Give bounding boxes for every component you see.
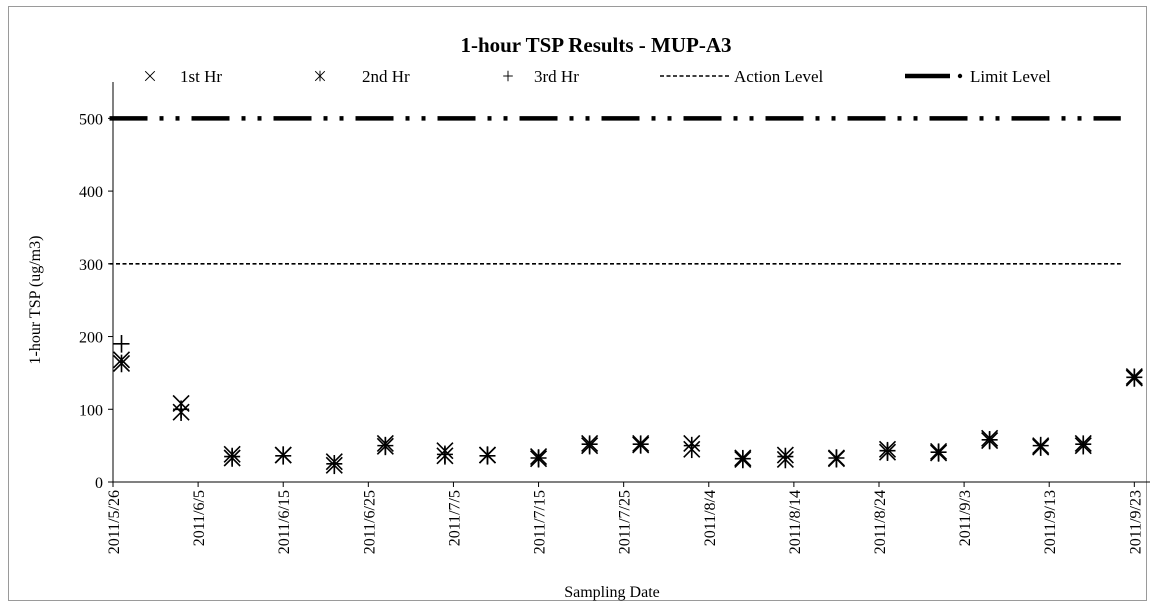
legend-label-limit-level: Limit Level — [970, 67, 1051, 86]
point-3rd-hr — [113, 335, 130, 353]
x-tick-label: 2011/7/15 — [532, 490, 549, 554]
legend-marker-3rd-hr — [503, 70, 513, 82]
x-tick-label: 2011/5/26 — [106, 490, 123, 554]
x-tick-label: 2011/6/25 — [361, 490, 378, 554]
point-3rd-hr — [734, 449, 751, 468]
data-points — [112, 335, 1143, 475]
y-tick-label: 100 — [79, 402, 103, 419]
point-3rd-hr — [1126, 368, 1143, 387]
x-tick-label: 2011/7/25 — [617, 490, 634, 554]
legend-line-limit-level — [905, 73, 963, 79]
legend-marker-2nd-hr — [314, 70, 326, 82]
y-axis-label: 1-hour TSP (ug/m3) — [27, 236, 44, 365]
point-3rd-hr — [632, 435, 649, 453]
reference-lines — [109, 116, 1121, 265]
point-3rd-hr — [981, 431, 998, 449]
point-2nd-hr — [112, 354, 131, 373]
legend: 1st Hr 2nd Hr 3rd Hr Action Level Limit Leve… — [144, 67, 1051, 86]
point-3rd-hr — [777, 447, 794, 466]
point-3rd-hr — [1032, 436, 1049, 455]
chart-frame — [8, 6, 1147, 601]
x-tick-label: 2011/7/5 — [446, 490, 463, 546]
legend-label-1st-hr: 1st Hr — [180, 67, 222, 86]
legend-label-3rd-hr: 3rd Hr — [534, 67, 579, 86]
legend-label-action-level: Action Level — [734, 67, 823, 86]
point-3rd-hr — [326, 455, 343, 473]
y-tick-label: 300 — [79, 257, 103, 274]
point-3rd-hr — [683, 436, 700, 455]
chart-title: 1-hour TSP Results - MUP-A3 — [460, 33, 731, 57]
x-tick-label: 2011/8/14 — [787, 490, 804, 554]
y-tick-label: 400 — [79, 184, 103, 201]
point-3rd-hr — [879, 441, 896, 460]
axes: 0 100 200 300 400 500 2011/5/26 2011/6/5 2011/6/… — [79, 82, 1150, 554]
x-tick-label: 2011/8/4 — [702, 490, 719, 546]
x-tick-label: 2011/8/24 — [872, 490, 889, 554]
point-3rd-hr — [436, 445, 453, 464]
point-3rd-hr — [828, 449, 845, 467]
point-3rd-hr — [224, 447, 241, 466]
x-tick-label: 2011/6/15 — [276, 490, 293, 554]
point-3rd-hr — [930, 443, 947, 461]
point-3rd-hr — [530, 449, 547, 467]
legend-marker-1st-hr — [144, 70, 156, 82]
point-3rd-hr — [377, 436, 394, 455]
y-tick-label: 200 — [79, 330, 103, 347]
y-tick-label: 0 — [95, 475, 103, 492]
point-3rd-hr — [1075, 435, 1092, 453]
x-tick-label: 2011/9/13 — [1042, 490, 1059, 554]
y-tick-label: 500 — [79, 111, 103, 128]
point-3rd-hr — [479, 447, 496, 465]
x-tick-label: 2011/9/23 — [1127, 490, 1144, 554]
point-3rd-hr — [275, 447, 292, 465]
x-axis-label: Sampling Date — [564, 584, 660, 601]
x-tick-label: 2011/6/5 — [191, 490, 208, 546]
legend-label-2nd-hr: 2nd Hr — [362, 67, 410, 86]
point-3rd-hr — [173, 400, 190, 419]
x-tick-label: 2011/9/3 — [957, 490, 974, 546]
point-3rd-hr — [581, 435, 598, 453]
